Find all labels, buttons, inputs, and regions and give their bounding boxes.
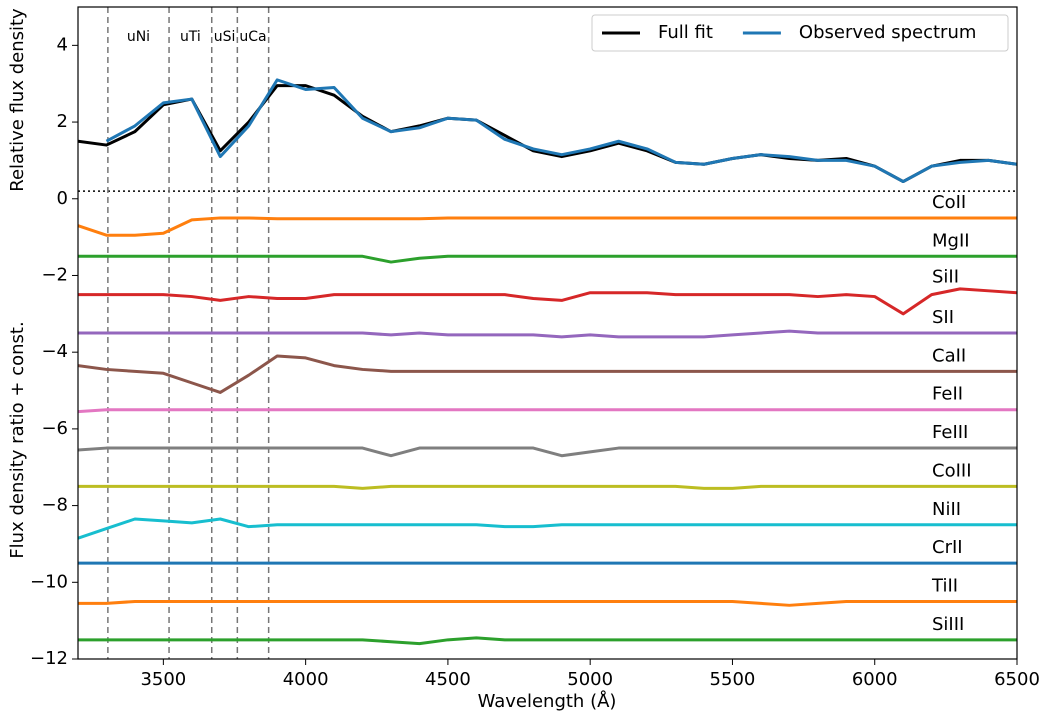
component-line bbox=[78, 446, 1017, 458]
component-label: CaII bbox=[932, 345, 966, 366]
x-tick-label: 5500 bbox=[710, 669, 756, 690]
y-tick-label: 2 bbox=[57, 111, 68, 132]
x-tick-label: 4000 bbox=[283, 669, 329, 690]
y-tick-label: −4 bbox=[41, 341, 68, 362]
component-label: SiIII bbox=[932, 614, 964, 635]
component-label: CrII bbox=[932, 537, 963, 558]
series-line bbox=[105, 78, 1017, 184]
component-label: CoIII bbox=[932, 460, 972, 481]
x-tick-label: 3500 bbox=[140, 669, 186, 690]
legend-box bbox=[591, 14, 1009, 52]
marker-label: uCa bbox=[239, 29, 266, 45]
component-label: SiII bbox=[932, 267, 959, 288]
component-label: SII bbox=[932, 307, 954, 328]
x-tick-label: 5000 bbox=[567, 669, 613, 690]
component-line bbox=[78, 484, 1017, 490]
legend-label: Full fit bbox=[658, 22, 713, 43]
y-tick-label: −6 bbox=[41, 418, 68, 439]
x-tick-label: 6000 bbox=[852, 669, 898, 690]
y-tick-label: −12 bbox=[30, 648, 68, 669]
component-label: CoII bbox=[932, 192, 966, 213]
component-line bbox=[78, 599, 1017, 607]
y-axis-label: Relative flux density bbox=[7, 8, 28, 192]
x-tick-label: 6500 bbox=[994, 669, 1040, 690]
component-line bbox=[78, 254, 1017, 264]
component-label: FeIII bbox=[932, 422, 968, 443]
y-tick-label: −2 bbox=[41, 264, 68, 285]
component-label: NiII bbox=[932, 499, 961, 520]
component-line bbox=[78, 354, 1017, 394]
marker-label: uSi bbox=[214, 29, 236, 45]
component-line bbox=[78, 408, 1017, 414]
x-tick-label: 4500 bbox=[425, 669, 471, 690]
component-line bbox=[78, 636, 1017, 646]
component-label: MgII bbox=[932, 230, 970, 251]
y-tick-label: 4 bbox=[57, 34, 68, 55]
component-line bbox=[78, 517, 1017, 540]
component-line bbox=[78, 287, 1017, 316]
plot-frame bbox=[77, 6, 1018, 660]
y-tick-label: −8 bbox=[41, 495, 68, 516]
legend-label: Observed spectrum bbox=[799, 22, 977, 43]
marker-label: uTi bbox=[180, 29, 201, 45]
y-tick-label: −10 bbox=[30, 571, 68, 592]
y-axis-label: Flux density ratio + const. bbox=[7, 321, 28, 558]
component-line bbox=[78, 216, 1017, 237]
component-label: TiII bbox=[931, 575, 958, 596]
component-label: FeII bbox=[932, 384, 963, 405]
marker-label: uNi bbox=[127, 29, 150, 45]
plot-area bbox=[78, 7, 1017, 659]
y-tick-label: 0 bbox=[57, 188, 68, 209]
x-axis-label: Wavelength (Å) bbox=[478, 690, 617, 712]
component-line bbox=[78, 329, 1017, 339]
